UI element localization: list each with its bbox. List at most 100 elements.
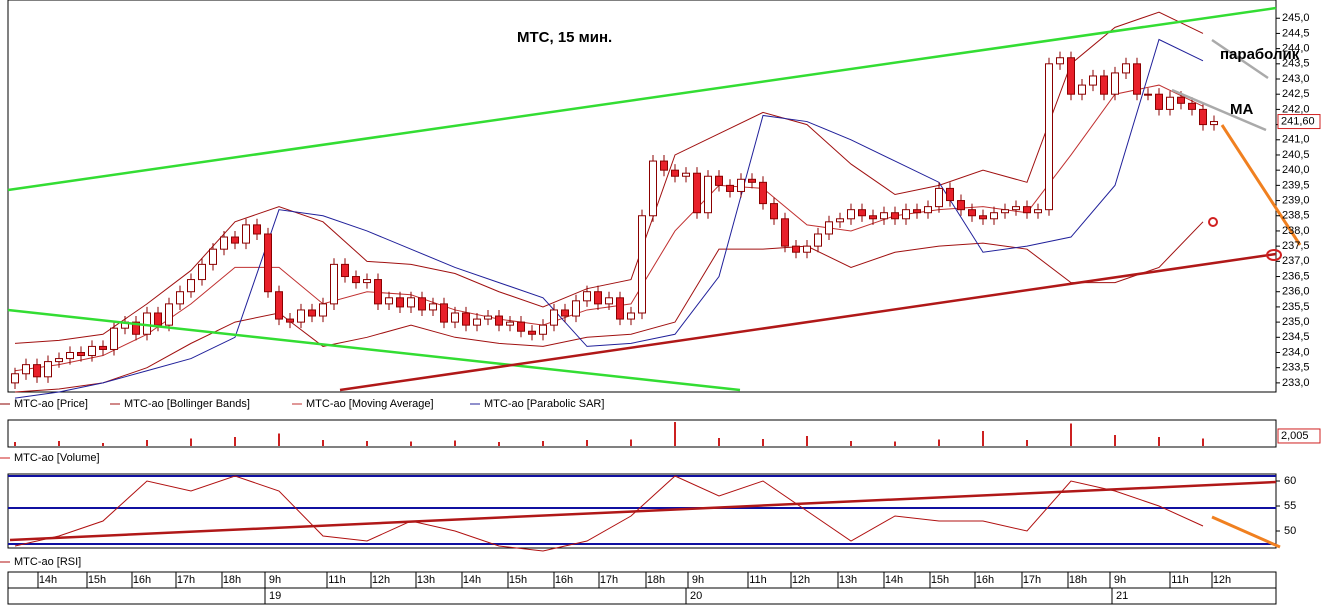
candle-body — [451, 312, 459, 323]
y-tick-label: 242,5 — [1282, 88, 1310, 100]
candle-body — [1067, 57, 1075, 95]
arrow — [1211, 515, 1281, 549]
candle-body — [396, 297, 404, 308]
y-tick-label: 237,5 — [1282, 240, 1310, 252]
candle-body — [704, 175, 712, 214]
candle-body — [1111, 72, 1119, 95]
candle-body — [297, 309, 305, 323]
y-tick-label: 55 — [1284, 500, 1296, 512]
volume-bar — [542, 441, 544, 446]
candle-body — [869, 215, 877, 220]
x-tick-label: 18h — [1069, 574, 1087, 586]
marker — [1208, 217, 1218, 227]
candle-body — [1001, 209, 1009, 214]
candle-body — [594, 291, 602, 305]
candle-body — [957, 200, 965, 211]
x-tick-label: 13h — [417, 574, 435, 586]
x-tick-label: 15h — [509, 574, 527, 586]
candle-body — [374, 279, 382, 305]
candle-body — [418, 297, 426, 311]
x-tick-label: 9h — [1114, 574, 1126, 586]
candle-body — [1166, 96, 1174, 110]
candle-body — [506, 321, 514, 326]
candle-body — [770, 203, 778, 220]
candle-body — [528, 330, 536, 335]
x-tick-label: 15h — [931, 574, 949, 586]
volume-bar — [234, 437, 236, 446]
candle-body — [275, 291, 283, 320]
volume-bar — [190, 438, 192, 446]
candle-body — [1056, 57, 1064, 65]
y-tick-label: 243,0 — [1282, 73, 1310, 85]
candle-body — [308, 309, 316, 317]
candle-body — [253, 224, 261, 235]
candle-body — [220, 236, 228, 250]
parabolic-sar — [14, 38, 1204, 399]
candle-body — [242, 224, 250, 244]
candle-body — [99, 345, 107, 350]
candle-body — [385, 297, 393, 305]
date-label: 19 — [269, 590, 281, 602]
x-tick-label: 18h — [647, 574, 665, 586]
legend-label: MTC-ao [Parabolic SAR] — [484, 398, 604, 410]
candle-body — [792, 245, 800, 253]
y-tick-label: 244,0 — [1282, 43, 1310, 55]
y-tick-label: 235,0 — [1282, 316, 1310, 328]
candle-body — [902, 209, 910, 220]
x-tick-label: 11h — [749, 574, 767, 586]
legend-label: MTC-ao [Bollinger Bands] — [124, 398, 250, 410]
y-tick-label: 233,0 — [1282, 377, 1310, 389]
candle-body — [1122, 63, 1130, 74]
volume-bar — [454, 440, 456, 446]
y-tick-label: 240,5 — [1282, 149, 1310, 161]
y-tick-label: 241,0 — [1282, 134, 1310, 146]
candle-body — [187, 279, 195, 293]
x-tick-label: 17h — [177, 574, 195, 586]
candle-body — [803, 245, 811, 253]
candle-body — [11, 373, 19, 384]
candle-body — [825, 221, 833, 235]
candle-body — [814, 233, 822, 247]
candle-body — [1034, 209, 1042, 214]
candle-body — [132, 321, 140, 335]
candle-body — [715, 175, 723, 186]
candle-body — [363, 279, 371, 284]
volume-bar — [938, 439, 940, 446]
candle-body — [143, 312, 151, 335]
candle-body — [1210, 121, 1218, 126]
y-tick-label: 234,0 — [1282, 346, 1310, 358]
volume-bar — [410, 441, 412, 446]
y-tick-label: 244,5 — [1282, 27, 1310, 39]
candle-body — [429, 303, 437, 311]
legend-label: MTC-ao [Price] — [14, 398, 88, 410]
legend-label: MTC-ao [Volume] — [14, 452, 100, 464]
candle-body — [748, 178, 756, 183]
candle-body — [330, 263, 338, 305]
volume-bar — [278, 433, 280, 446]
candle-body — [858, 209, 866, 217]
y-tick-label: 238,5 — [1282, 210, 1310, 222]
candle-body — [1100, 75, 1108, 95]
arrow — [1220, 124, 1302, 246]
candle-body — [836, 218, 844, 223]
candle-body — [1144, 93, 1152, 96]
trendline — [1171, 88, 1267, 132]
x-tick-label: 16h — [555, 574, 573, 586]
volume-bar — [146, 440, 148, 446]
y-tick-label: 240,0 — [1282, 164, 1310, 176]
candle-body — [946, 187, 954, 202]
candle-body — [176, 291, 184, 305]
candle-body — [781, 218, 789, 247]
candle-body — [1078, 84, 1086, 95]
volume-bar — [1158, 437, 1160, 446]
candle-body — [440, 303, 448, 323]
y-tick-label: 235,5 — [1282, 301, 1310, 313]
x-tick-label: 14h — [885, 574, 903, 586]
candle-body — [286, 318, 294, 323]
volume-bar — [894, 441, 896, 446]
candle-body — [1089, 75, 1097, 86]
candle-body — [1199, 108, 1207, 126]
volume-bar — [762, 439, 764, 446]
volume-bar — [366, 441, 368, 446]
y-tick-label: 237,0 — [1282, 255, 1310, 267]
